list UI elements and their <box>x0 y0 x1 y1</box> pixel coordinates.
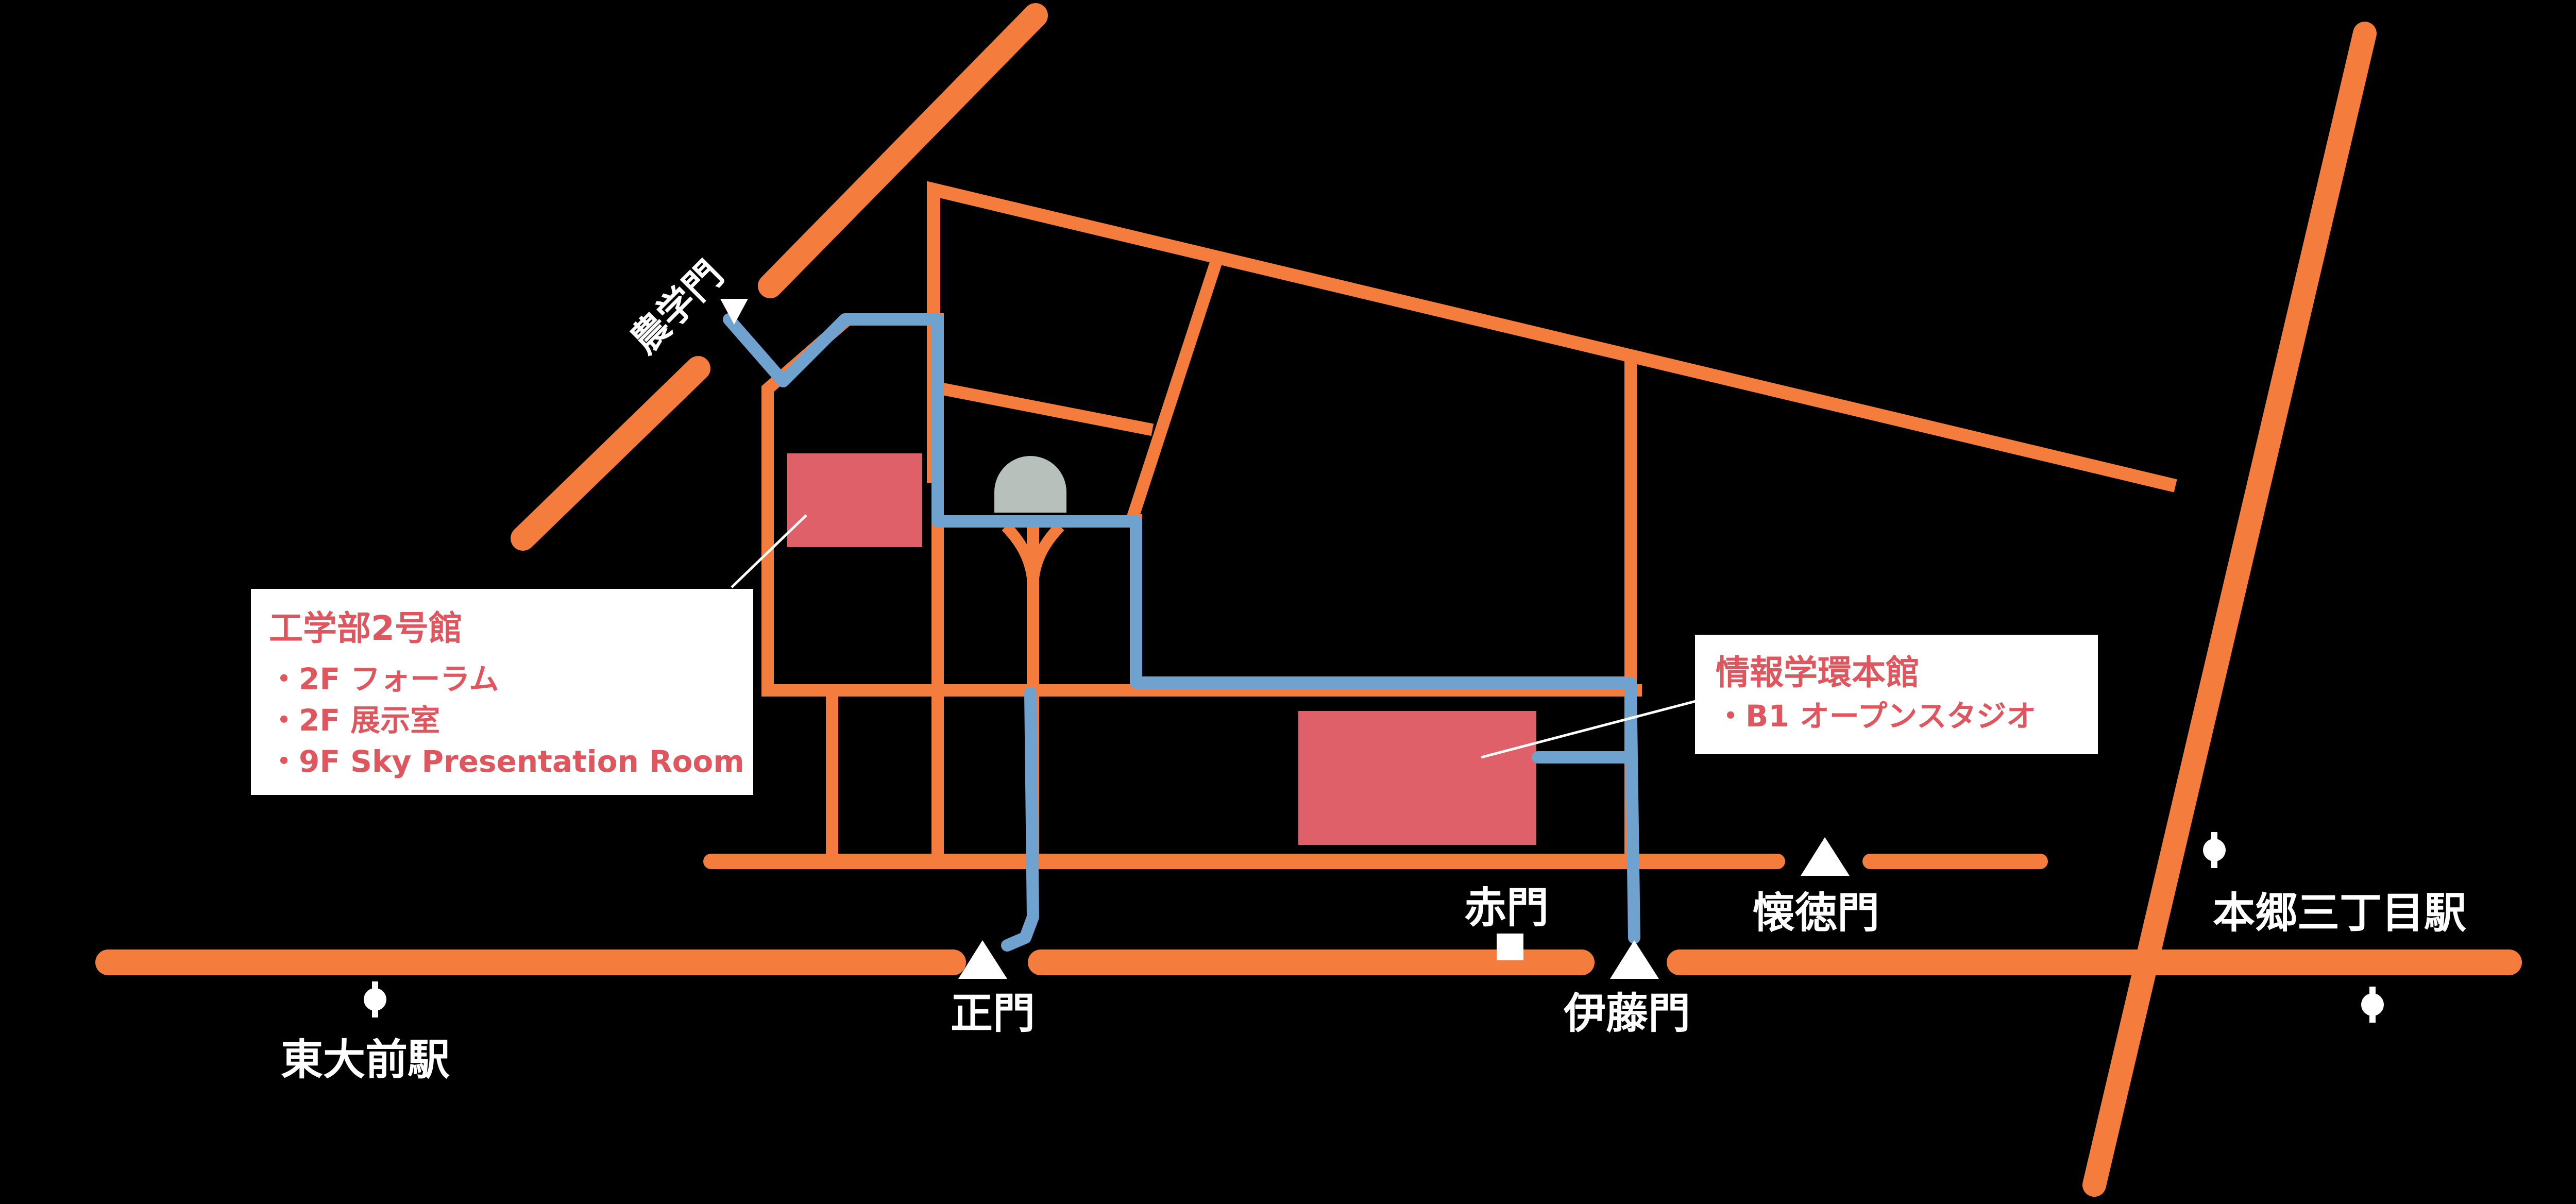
red-gate-marker <box>1497 934 1523 960</box>
triangle-icon <box>720 299 748 325</box>
route-from-main-gate <box>1001 687 1039 952</box>
triangle-icon <box>1801 837 1850 876</box>
callout-iii-item: ・B1 オープンスタジオ <box>1716 699 2036 734</box>
subway-icon <box>2203 832 2226 868</box>
callout-eng2-item: ・9F Sky Presentation Room <box>269 744 744 779</box>
path-a <box>1125 255 1224 523</box>
path-c <box>935 381 1154 436</box>
callout-eng2: 工学部2号館 ・2F フォーラム ・2F 展示室 ・9F Sky Present… <box>251 589 753 795</box>
label-todaimae-station: 東大前駅 <box>281 1036 450 1084</box>
building-iii <box>1298 711 1536 845</box>
triangle-icon <box>1610 940 1659 979</box>
north-boundary <box>927 181 2177 493</box>
callout-eng2-item: ・2F 展示室 <box>269 703 440 738</box>
road-diagonal-north-2 <box>758 3 1048 298</box>
callout-eng2-title: 工学部2号館 <box>269 608 463 648</box>
leader-eng2 <box>731 514 807 588</box>
leader-iii <box>1481 699 1698 759</box>
label-north-gate: 農学門 <box>622 252 732 362</box>
subway-icon <box>364 981 386 1018</box>
callout-eng2-item: ・2F フォーラム <box>269 662 499 697</box>
label-main-gate: 正門 <box>951 989 1035 1038</box>
dome-building <box>994 456 1066 513</box>
triangle-icon <box>958 940 1007 979</box>
callout-iii-title: 情報学環本館 <box>1716 653 1920 692</box>
road-diagonal-north <box>511 356 710 551</box>
label-hongo-station: 本郷三丁目駅 <box>2213 889 2466 938</box>
callout-iii-bg <box>1695 635 2098 754</box>
road-east <box>2082 22 2377 1197</box>
roads <box>95 3 2522 1197</box>
building-eng2 <box>787 453 922 547</box>
label-red-gate: 赤門 <box>1464 884 1549 932</box>
label-kasuga-gate: 懐徳門 <box>1753 889 1879 938</box>
label-iiguchi-gate: 伊藤門 <box>1563 989 1690 1038</box>
callout-iii: 情報学環本館 ・B1 オープンスタジオ <box>1695 635 2098 754</box>
subway-icon <box>2361 987 2384 1023</box>
y-path <box>1002 522 1064 588</box>
callout-eng2-bg <box>251 589 753 795</box>
